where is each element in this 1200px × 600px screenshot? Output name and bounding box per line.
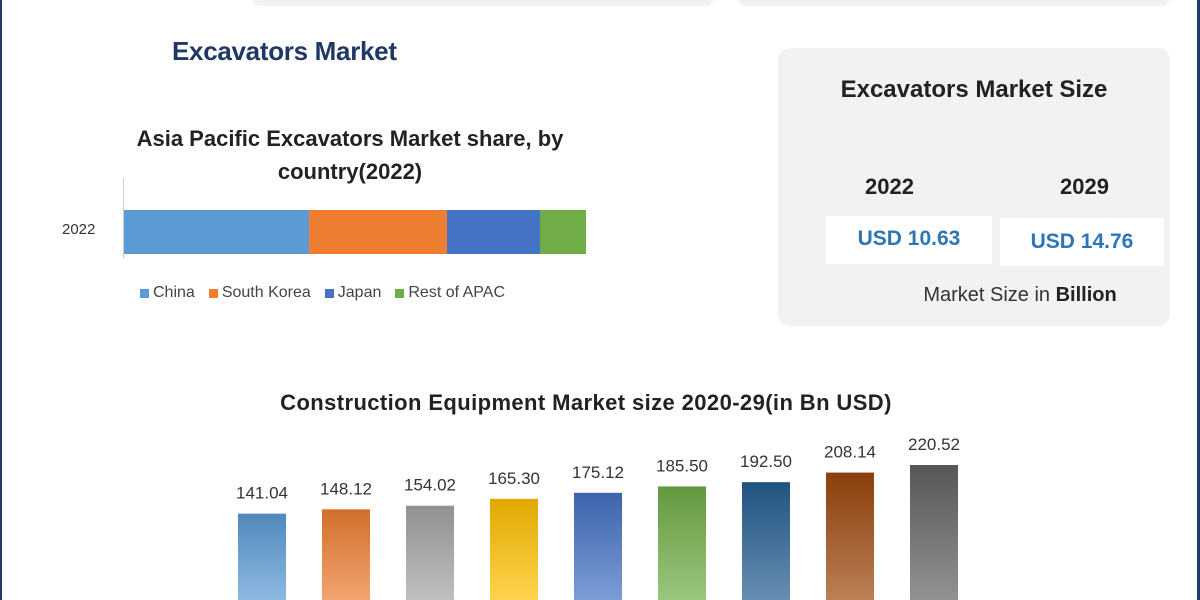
legend-label: South Korea (221, 284, 311, 301)
value-2022-box: USD 10.63 (826, 216, 992, 264)
construction-bar (658, 486, 706, 600)
legend-swatch (140, 288, 149, 298)
apac-legend: China South Korea Japan Rest of APAC (140, 284, 505, 302)
legend-item: Rest of APAC (395, 284, 505, 302)
legend-item: Japan (324, 284, 382, 302)
construction-bar (490, 498, 538, 600)
legend-swatch (208, 288, 218, 298)
construction-bar-value-label: 141.04 (236, 484, 288, 503)
market-size-title: Excavators Market Size (840, 76, 1108, 103)
construction-bar-chart: 141.04 148.12 154.02 165.30 175.12 185.50 192.… (236, 435, 960, 600)
legend-swatch (395, 288, 405, 298)
construction-bar (826, 472, 874, 600)
top-card-right (738, 0, 1170, 6)
construction-bar-value-label: 192.50 (740, 452, 792, 471)
top-card-left (252, 0, 714, 6)
construction-bar-value-label: 220.52 (908, 435, 960, 454)
construction-bar (238, 513, 286, 600)
apac-category-label: 2022 (62, 221, 96, 238)
market-size-card: Excavators Market Size 2022 2029 USD 10.… (778, 48, 1170, 326)
unit-note-prefix: Market Size in (923, 284, 1056, 306)
value-2029-box: USD 14.76 (1000, 218, 1164, 266)
construction-bar (910, 465, 958, 600)
legend-label: Japan (337, 284, 382, 301)
apac-bar-segment-japan (447, 210, 540, 254)
apac-bar-segment-rest-of-apac (539, 210, 586, 254)
construction-bar-value-label: 165.30 (488, 469, 540, 488)
legend-item: South Korea (208, 284, 311, 302)
construction-bar (406, 505, 454, 600)
year-2029-label: 2029 (1060, 174, 1109, 199)
construction-bar (742, 482, 790, 600)
construction-bar-value-label: 154.02 (404, 476, 456, 495)
construction-chart-title: Construction Equipment Market size 2020-… (280, 390, 892, 415)
frame-border-left (0, 0, 2, 600)
apac-bar-segment-south-korea (308, 210, 448, 254)
construction-bar (574, 492, 622, 600)
unit-note-bold: Billion (1055, 284, 1117, 306)
legend-item: China (140, 284, 195, 302)
legend-label: China (153, 284, 195, 301)
construction-bar-value-label: 185.50 (656, 456, 708, 475)
apac-axis-line (123, 178, 124, 258)
legend-swatch (324, 288, 334, 298)
construction-bar-value-label: 175.12 (572, 463, 624, 482)
year-2022-label: 2022 (865, 174, 914, 199)
frame-border-right (1197, 0, 1200, 600)
legend-label: Rest of APAC (408, 284, 505, 301)
unit-note: Market Size in Billion (874, 278, 1166, 312)
page-title: Excavators Market (172, 36, 397, 66)
construction-bar-value-label: 208.14 (824, 443, 876, 462)
apac-bar-segment-china (124, 210, 309, 254)
construction-bar (322, 509, 370, 600)
apac-chart-title: Asia Pacific Excavators Market share, by… (136, 126, 564, 184)
construction-bar-value-label: 148.12 (320, 479, 372, 498)
